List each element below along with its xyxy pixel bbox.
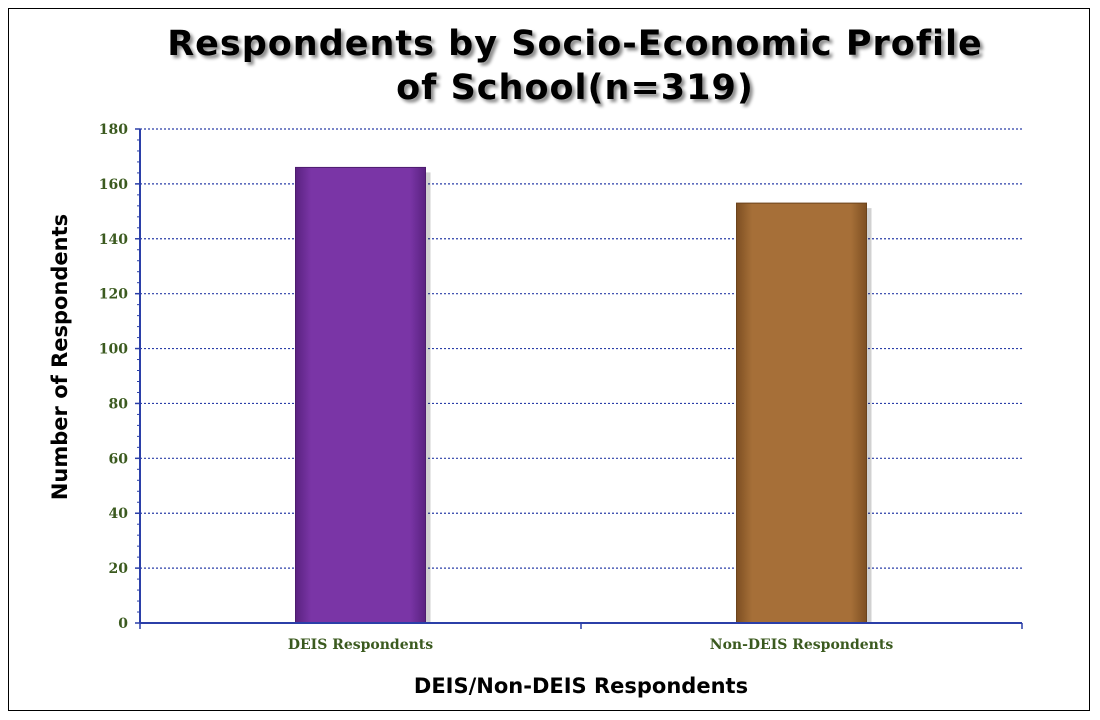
y-tick-label: 140 xyxy=(99,232,128,248)
y-tick-label: 160 xyxy=(99,177,128,193)
x-category-label: DEIS Respondents xyxy=(288,637,433,653)
bars xyxy=(295,166,872,624)
y-tick-label: 80 xyxy=(109,396,129,412)
y-tick-label: 180 xyxy=(99,122,128,138)
gridlines xyxy=(140,128,1022,569)
tick-labels: 0 20 40 60 80 100 120 140 160 180 DEIS Respondents… xyxy=(99,122,894,653)
y-tick-label: 100 xyxy=(99,342,128,358)
x-axis-label: DEIS/Non-DEIS Respondents xyxy=(413,674,749,698)
y-tick-label: 120 xyxy=(99,287,128,303)
x-category-label: Non-DEIS Respondents xyxy=(710,637,894,653)
y-tick-label: 40 xyxy=(109,506,129,522)
y-tick-label: 0 xyxy=(118,616,128,632)
bar-non-deis-respondents xyxy=(736,202,867,624)
y-tick-label: 60 xyxy=(109,451,129,467)
bar-deis-respondents xyxy=(295,166,426,624)
chart-frame xyxy=(8,8,1090,711)
axes xyxy=(135,128,1023,629)
chart-title: Respondents by Socio-Economic Profile of… xyxy=(167,24,983,108)
y-tick-label: 20 xyxy=(109,561,129,577)
